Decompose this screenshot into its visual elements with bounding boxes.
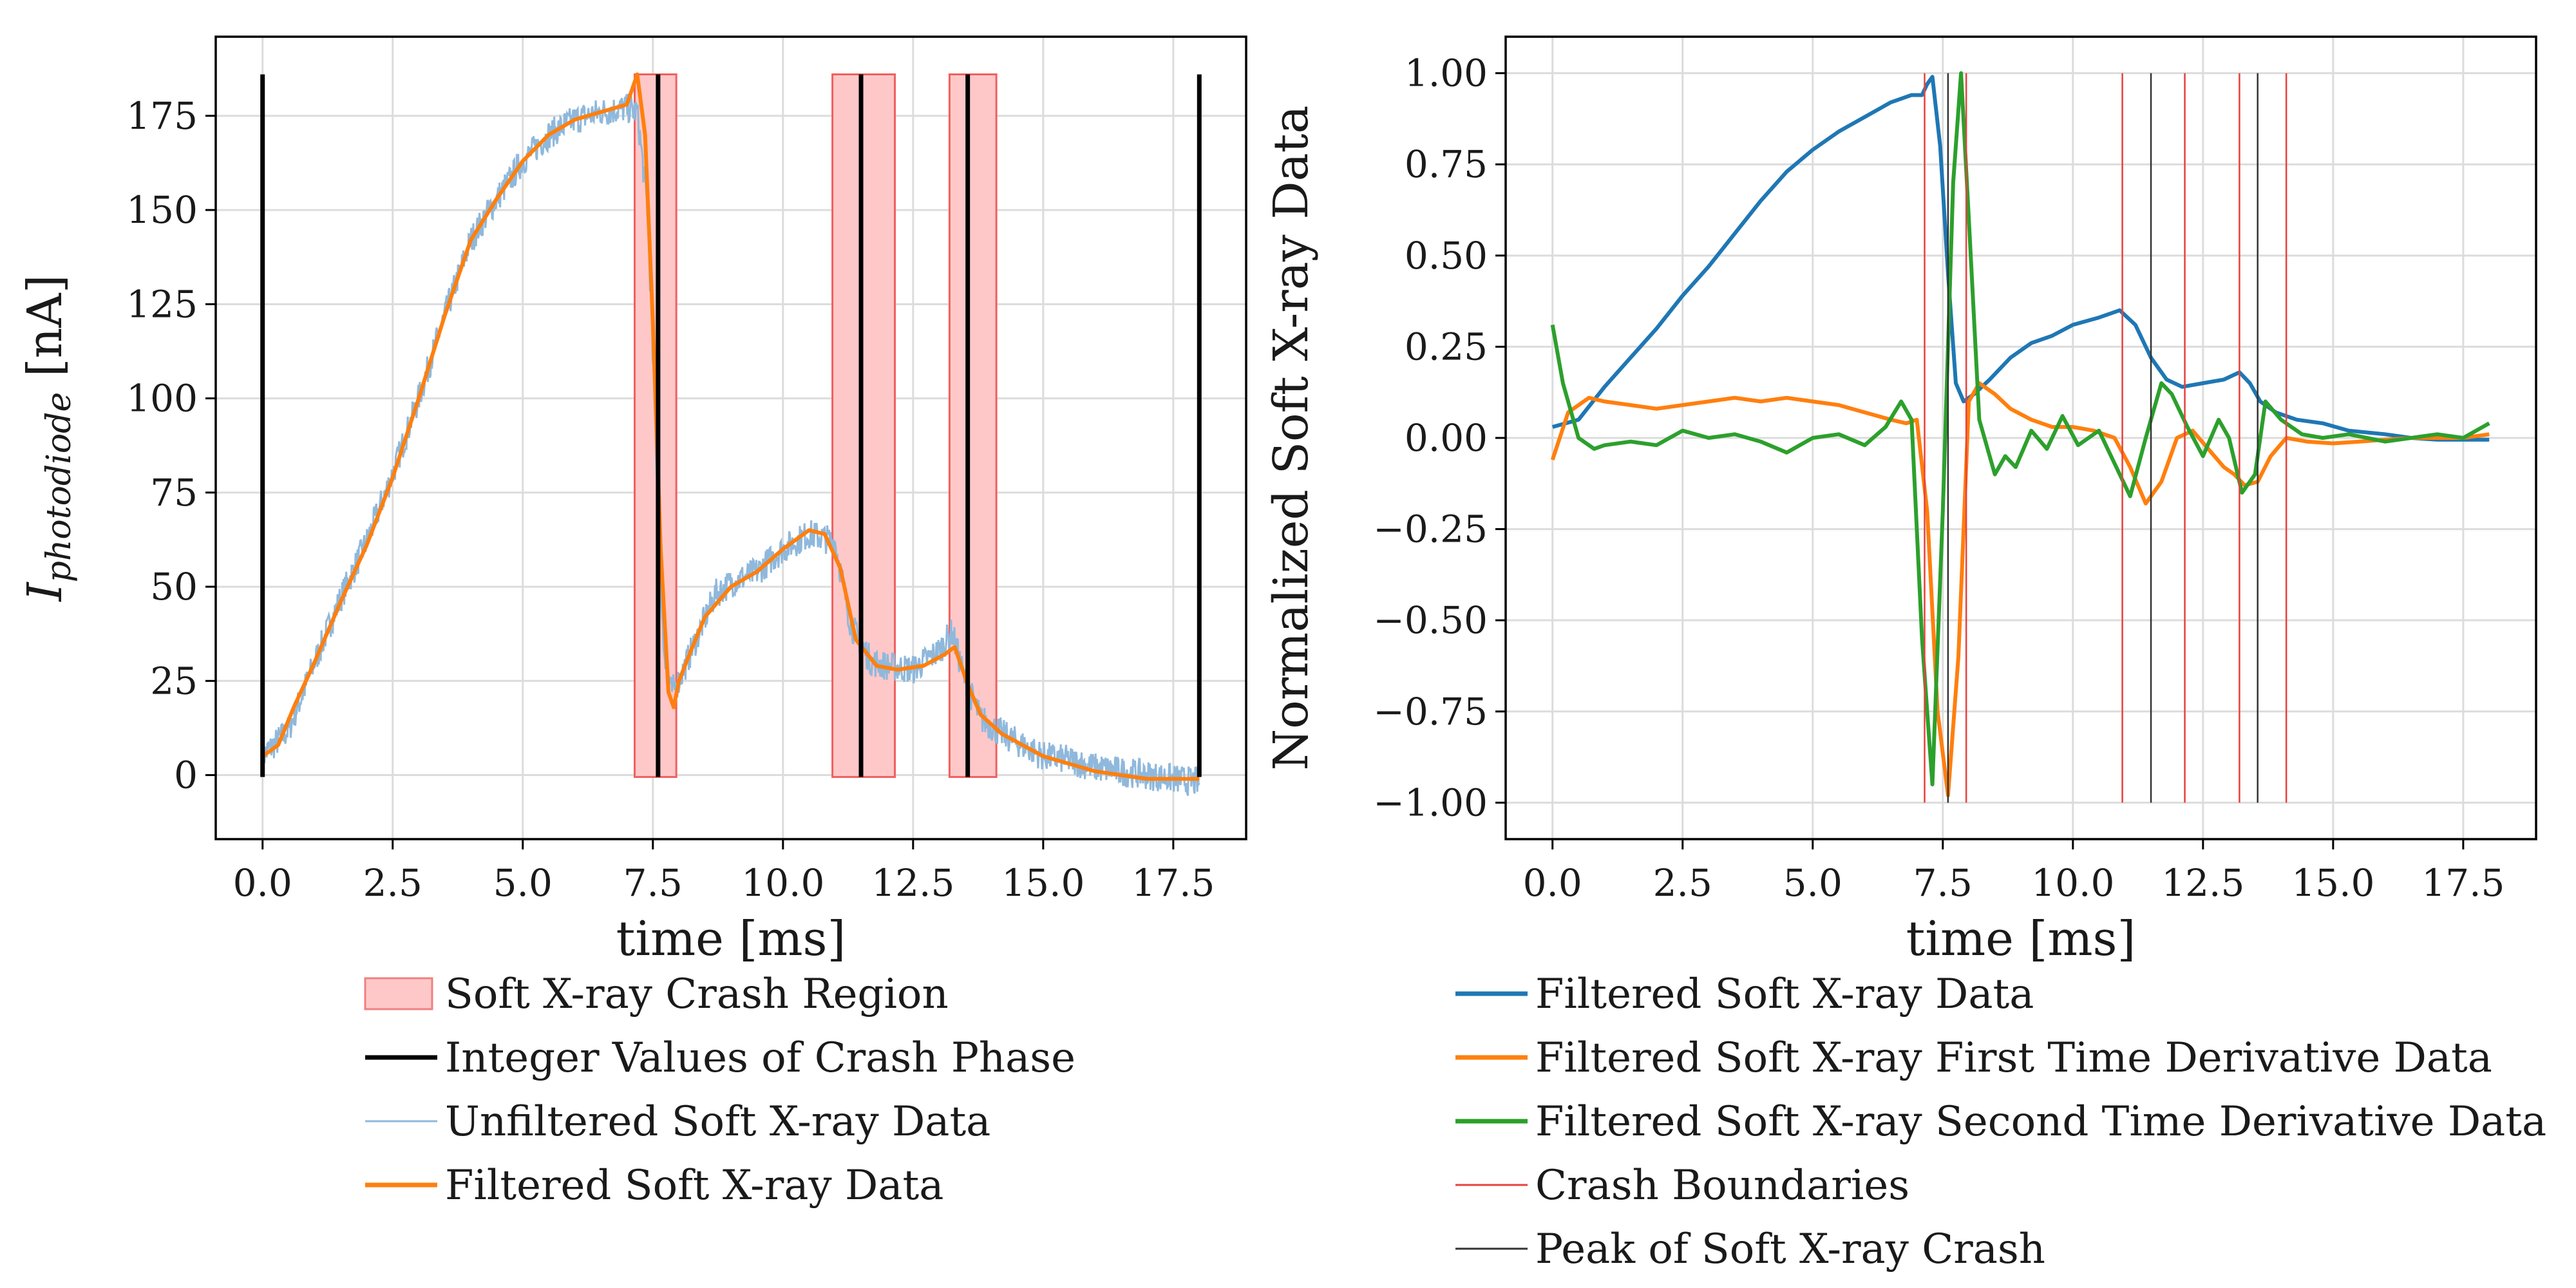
y-tick-label: −0.50 [1373, 598, 1488, 642]
series-filtered-soft-x-ray-data [1551, 75, 2490, 442]
x-tick-label: 17.5 [1132, 861, 1215, 905]
y-axis-label-unit: [nA] [17, 274, 73, 392]
y-tick-label: 50 [150, 565, 198, 609]
y-tick-label: 0.25 [1405, 325, 1488, 368]
x-tick-label: 2.5 [363, 861, 422, 905]
y-tick-label: 0.00 [1405, 416, 1488, 460]
y-axis-label-subscript: photodiode [40, 392, 79, 583]
legend-label: Soft X-ray Crash Region [445, 971, 949, 1018]
legend-label: Filtered Soft X-ray Data [445, 1162, 943, 1209]
x-tick-label: 2.5 [1653, 861, 1712, 905]
legend-entry: Soft X-ray Crash Region [364, 971, 949, 1018]
legend-label: Filtered Soft X-ray Second Time Derivati… [1535, 1098, 2546, 1146]
y-tick-label: −0.25 [1373, 507, 1488, 551]
legend-entry: Unfiltered Soft X-ray Data [365, 1098, 990, 1146]
plot-area [260, 72, 1202, 797]
x-axis-label: time [ms] [616, 911, 846, 967]
x-tick-label: 15.0 [2291, 861, 2374, 905]
y-tick-label: 100 [126, 377, 198, 421]
x-tick-label: 5.0 [1783, 861, 1842, 905]
y-tick-label: 0 [174, 753, 198, 797]
y-tick-label: 125 [126, 282, 198, 326]
y-tick-label: 25 [150, 659, 198, 703]
y-axis-label-symbol: I [17, 582, 73, 603]
x-tick-label: 0.0 [1523, 861, 1582, 905]
plot-area [1550, 71, 2490, 803]
legend-entry: Filtered Soft X-ray First Time Derivativ… [1455, 1034, 2492, 1082]
legend-label: Crash Boundaries [1535, 1162, 1909, 1209]
legend-label: Filtered Soft X-ray Data [1535, 971, 2034, 1018]
y-tick-label: −1.00 [1373, 781, 1488, 824]
y-axis-label: Iphotodiode [nA] [17, 274, 79, 602]
legend-label: Filtered Soft X-ray First Time Derivativ… [1535, 1034, 2492, 1082]
legend-entry: Crash Boundaries [1455, 1162, 1909, 1209]
axes-frame [214, 35, 1247, 840]
x-tick-label: 15.0 [1001, 861, 1084, 905]
legend-label: Integer Values of Crash Phase [445, 1034, 1075, 1082]
y-tick-label: 175 [126, 94, 198, 138]
y-tick-label: −0.75 [1373, 690, 1488, 734]
y-axis-label: Normalized Soft X-ray Data [1264, 105, 1319, 770]
x-tick-label: 12.5 [2161, 861, 2244, 905]
y-tick-label: 1.00 [1405, 52, 1488, 95]
y-tick-label: 0.75 [1405, 142, 1488, 186]
series-filtered-soft-x-ray-second-time-derivative-data [1550, 71, 2490, 786]
right-legend: Filtered Soft X-ray Data Filtered Soft X-… [1455, 971, 2546, 1273]
crash-region-2 [948, 73, 998, 778]
series-filtered-soft-x-ray-data [261, 72, 1200, 781]
legend-swatch-patch [364, 977, 433, 1010]
legend-entry: Integer Values of Crash Phase [365, 1034, 1075, 1082]
x-tick-label: 7.5 [623, 861, 683, 905]
x-tick-label: 0.0 [233, 861, 292, 905]
x-tick-label: 5.0 [493, 861, 553, 905]
y-tick-label: 75 [150, 471, 198, 515]
x-tick-label: 10.0 [2031, 861, 2114, 905]
x-axis-label: time [ms] [1906, 911, 2136, 967]
legend-entry: Filtered Soft X-ray Data [1455, 971, 2034, 1018]
legend-entry: Filtered Soft X-ray Data [365, 1162, 943, 1209]
x-tick-label: 10.0 [741, 861, 824, 905]
legend-label: Unfiltered Soft X-ray Data [445, 1098, 990, 1146]
left-panel-photodiode-current: 0.0 2.5 5.0 7.5 10.0 12.5 15.0 17.5 0 25 50 75 100 12… [17, 35, 1247, 967]
x-tick-label: 12.5 [871, 861, 954, 905]
x-tick-label: 7.5 [1913, 861, 1973, 905]
legend-entry: Peak of Soft X-ray Crash [1455, 1226, 2045, 1273]
left-legend: Soft X-ray Crash Region Integer Values of… [364, 971, 1075, 1209]
series-filtered-soft-x-ray-first-time-derivative-data [1550, 381, 2490, 797]
legend-entry: Filtered Soft X-ray Second Time Derivati… [1455, 1098, 2546, 1146]
y-tick-label: 150 [126, 188, 198, 232]
right-panel-normalized-data: 0.0 2.5 5.0 7.5 10.0 12.5 15.0 17.5 1.00 0.75 0.50… [1264, 35, 2537, 967]
legend-label: Peak of Soft X-ray Crash [1535, 1226, 2045, 1273]
y-tick-label: 0.50 [1405, 234, 1488, 278]
x-tick-label: 17.5 [2421, 861, 2505, 905]
